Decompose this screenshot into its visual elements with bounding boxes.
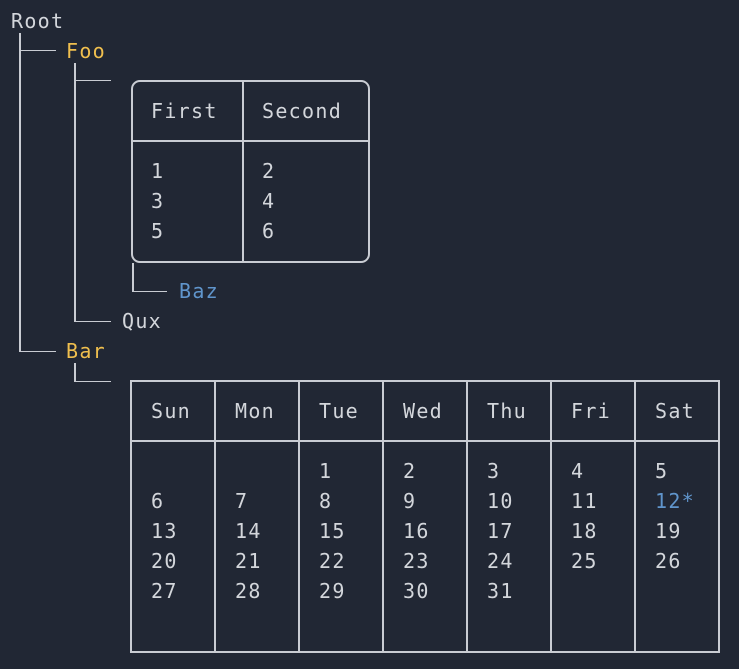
calendar-day[interactable]: 8: [319, 489, 333, 513]
calendar-day[interactable]: 28: [235, 579, 262, 603]
calendar-day[interactable]: 14: [235, 519, 262, 543]
calendar-day-selected[interactable]: 12*: [655, 489, 696, 513]
calendar-column-divider: [550, 382, 552, 651]
tree-guide-baz-branch: [133, 290, 167, 292]
calendar-header-tue: Tue: [319, 399, 360, 423]
tree-guide-table-branch: [75, 79, 111, 81]
calendar-day[interactable]: 3: [487, 459, 501, 483]
first-table-cell: 6: [262, 219, 276, 243]
calendar-header-fri: Fri: [571, 399, 612, 423]
tree-guide-foo-branch: [20, 49, 56, 51]
first-table-column-divider: [242, 82, 244, 261]
first-table-header-first: First: [151, 99, 218, 123]
calendar-header-divider: [132, 440, 718, 442]
calendar-day[interactable]: 11: [571, 489, 598, 513]
calendar-day[interactable]: 7: [235, 489, 249, 513]
tree-node-root[interactable]: Root: [11, 9, 65, 33]
first-table-cell: 1: [151, 159, 165, 183]
first-table-cell: 4: [262, 189, 276, 213]
calendar-day[interactable]: 27: [151, 579, 178, 603]
calendar-day[interactable]: 9: [403, 489, 417, 513]
tree-node-qux[interactable]: Qux: [122, 309, 163, 333]
first-table-cell: 3: [151, 189, 165, 213]
tree-node-bar[interactable]: Bar: [66, 339, 107, 363]
tree-guide-bar-vline: [74, 363, 76, 382]
calendar-day[interactable]: 29: [319, 579, 346, 603]
calendar-day[interactable]: 21: [235, 549, 262, 573]
calendar-day[interactable]: 17: [487, 519, 514, 543]
calendar-day[interactable]: 2: [403, 459, 417, 483]
calendar-day[interactable]: 20: [151, 549, 178, 573]
calendar-column-divider: [466, 382, 468, 651]
tree-guide-baz-vline: [132, 263, 134, 292]
calendar-day[interactable]: 18: [571, 519, 598, 543]
calendar-day[interactable]: 26: [655, 549, 682, 573]
calendar-day[interactable]: 13: [151, 519, 178, 543]
calendar-day[interactable]: 1: [319, 459, 333, 483]
first-table-header-second: Second: [262, 99, 343, 123]
calendar-day[interactable]: 23: [403, 549, 430, 573]
tree-guide-calendar-branch: [75, 380, 111, 382]
calendar-header-mon: Mon: [235, 399, 276, 423]
calendar-border: [130, 380, 720, 653]
calendar-day[interactable]: 10: [487, 489, 514, 513]
calendar-day[interactable]: 19: [655, 519, 682, 543]
calendar-day[interactable]: 6: [151, 489, 165, 513]
calendar-column-divider: [382, 382, 384, 651]
calendar-column-divider: [298, 382, 300, 651]
calendar-day[interactable]: 31: [487, 579, 514, 603]
calendar-header-thu: Thu: [487, 399, 528, 423]
calendar-day[interactable]: 22: [319, 549, 346, 573]
first-table-border: [131, 80, 370, 263]
first-table-cell: 5: [151, 219, 165, 243]
tree-guide-foo-vline: [74, 63, 76, 322]
calendar-day[interactable]: 15: [319, 519, 346, 543]
calendar-day[interactable]: 30: [403, 579, 430, 603]
calendar-day[interactable]: 4: [571, 459, 585, 483]
tree-guide-root-vline: [19, 33, 21, 352]
tree-guide-qux-branch: [75, 320, 111, 322]
calendar-column-divider: [634, 382, 636, 651]
first-table-cell: 2: [262, 159, 276, 183]
calendar-day[interactable]: 5: [655, 459, 669, 483]
first-table-header-divider: [133, 140, 368, 142]
calendar-day[interactable]: 25: [571, 549, 598, 573]
tree-node-baz[interactable]: Baz: [179, 279, 220, 303]
calendar-header-sat: Sat: [655, 399, 696, 423]
calendar-day[interactable]: 16: [403, 519, 430, 543]
tree-node-foo[interactable]: Foo: [66, 39, 107, 63]
calendar-column-divider: [214, 382, 216, 651]
calendar-header-wed: Wed: [403, 399, 444, 423]
calendar-header-sun: Sun: [151, 399, 192, 423]
tree-guide-bar-branch: [20, 350, 56, 352]
calendar-day[interactable]: 24: [487, 549, 514, 573]
